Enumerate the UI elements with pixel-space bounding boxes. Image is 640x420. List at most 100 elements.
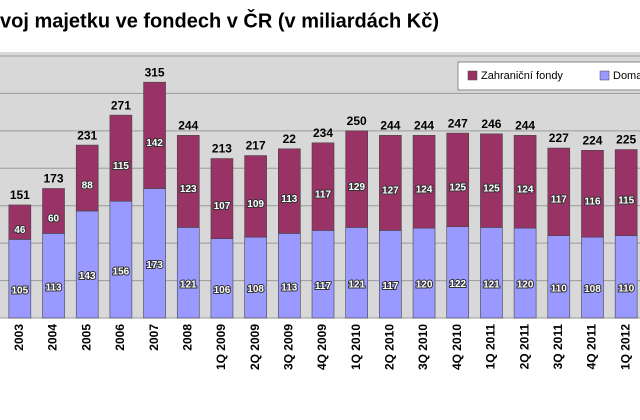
bar-segment: [480, 133, 503, 228]
segment-label: 124: [517, 184, 534, 195]
total-label: 315: [145, 65, 165, 79]
bar-segment: [244, 155, 267, 238]
bar-segment: [8, 239, 32, 319]
segment-label: 121: [180, 279, 197, 290]
total-label: 271: [111, 98, 131, 112]
bar-segment: [614, 149, 638, 236]
bar-segment: [345, 130, 368, 228]
bar-segment: [278, 233, 301, 319]
bar-segment: [412, 227, 436, 319]
bar-segment: [480, 227, 503, 319]
total-label: 244: [414, 119, 434, 133]
total-label: 225: [616, 133, 636, 147]
segment-label: 60: [48, 214, 60, 225]
bar-segment: [547, 147, 571, 236]
segment-label: 117: [315, 281, 332, 292]
bar-segment: [547, 235, 571, 319]
segment-label: 115: [113, 161, 130, 172]
bar-segment: [345, 227, 368, 319]
legend-label: Doma: [613, 70, 640, 82]
total-label: 22: [283, 132, 297, 146]
segment-label: 156: [113, 266, 130, 277]
legend-swatch: [467, 70, 478, 81]
x-tick-label: 4Q 2011: [585, 324, 599, 370]
bar-segment: [581, 150, 604, 238]
bar-segment: [143, 81, 166, 189]
segment-label: 46: [14, 225, 26, 236]
legend-swatch: [599, 70, 610, 81]
segment-label: 116: [584, 196, 601, 207]
x-tick-label: 2Q 2009: [248, 324, 262, 370]
segment-label: 121: [483, 279, 500, 290]
segment-label: 108: [584, 284, 601, 295]
segment-label: 120: [416, 280, 433, 291]
bar-segment: [176, 135, 200, 228]
total-label: 231: [77, 128, 97, 142]
bar-segment: [210, 158, 234, 239]
segment-label: 113: [281, 282, 298, 293]
segment-label: 88: [82, 181, 94, 192]
segment-label: 117: [382, 281, 399, 292]
x-tick-label: 3Q 2010: [416, 324, 430, 370]
bar-segment: [311, 142, 335, 231]
segment-label: 121: [348, 279, 365, 290]
segment-label: 113: [45, 282, 62, 293]
total-label: 234: [313, 126, 333, 140]
x-tick-label: 2008: [180, 324, 194, 351]
bar-segment: [42, 233, 65, 319]
bar-segment: [75, 144, 99, 212]
x-tick-label: 2005: [79, 324, 93, 351]
segment-label: 143: [79, 271, 96, 282]
bar-segment: [513, 227, 537, 319]
segment-label: 125: [483, 183, 500, 194]
bar-segment: [109, 114, 133, 202]
bar-segment: [210, 238, 234, 319]
x-tick-label: 2003: [12, 324, 26, 351]
bar-segment: [42, 188, 65, 234]
segment-label: 125: [449, 183, 466, 194]
bar-segment: [311, 230, 335, 319]
segment-label: 173: [146, 260, 163, 271]
total-label: 224: [582, 133, 602, 147]
bar-segment: [176, 227, 200, 319]
chart-title: voj majetku ve fondech v ČR (v miliardác…: [0, 8, 439, 32]
bar-segment: [513, 135, 537, 229]
total-label: 244: [515, 119, 535, 133]
x-tick-label: 3Q 2011: [551, 324, 565, 370]
total-label: 250: [347, 114, 367, 128]
bar-segment: [109, 200, 133, 319]
segment-label: 110: [618, 283, 635, 294]
x-tick-label: 3Q 2009: [281, 324, 295, 370]
total-label: 213: [212, 142, 232, 156]
total-label: 244: [380, 119, 400, 133]
segment-label: 113: [281, 194, 298, 205]
total-label: 247: [448, 116, 468, 130]
segment-label: 108: [247, 284, 264, 295]
x-tick-label: 1Q 2011: [484, 324, 498, 370]
segment-label: 106: [214, 285, 231, 296]
bar-segment: [244, 236, 267, 319]
bar-segment: [412, 135, 436, 229]
x-tick-label: 1Q 2012: [618, 324, 632, 370]
x-tick-label: 2Q 2011: [517, 324, 531, 370]
total-label: 244: [178, 119, 198, 133]
bar-segment: [75, 210, 99, 319]
bar-segment: [8, 204, 32, 240]
segment-label: 142: [146, 138, 163, 149]
segment-label: 117: [315, 189, 332, 200]
segment-label: 105: [11, 285, 28, 296]
bar-segment: [446, 132, 470, 227]
bar-segment: [581, 236, 604, 319]
legend-label: Zahraniční fondy: [481, 70, 563, 82]
total-label: 227: [549, 131, 569, 145]
segment-label: 129: [348, 182, 365, 193]
segment-label: 123: [180, 184, 197, 195]
x-tick-label: 4Q 2010: [450, 324, 464, 370]
bar-segment: [143, 188, 166, 319]
bar-segment: [614, 235, 638, 319]
segment-label: 117: [551, 195, 568, 206]
segment-label: 122: [449, 279, 466, 290]
segment-label: 115: [618, 195, 635, 206]
legend: [457, 61, 640, 91]
